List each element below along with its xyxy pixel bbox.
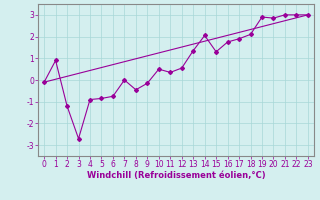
X-axis label: Windchill (Refroidissement éolien,°C): Windchill (Refroidissement éolien,°C): [87, 171, 265, 180]
